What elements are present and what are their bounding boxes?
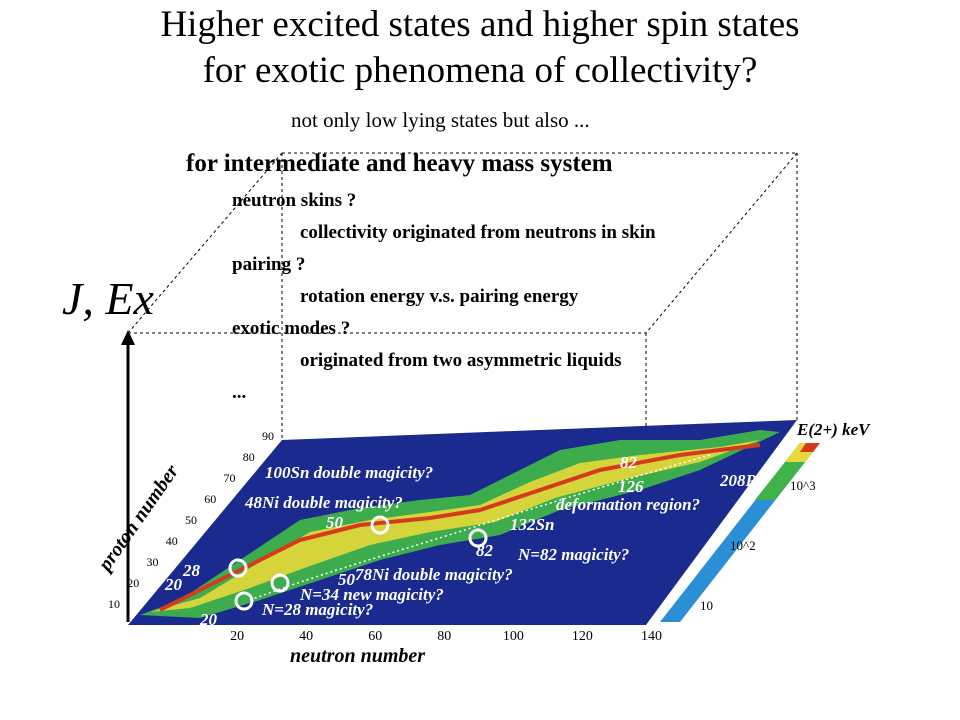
- y-tick-label: 20: [127, 576, 139, 590]
- item-neutron-skins: neutron skins ?: [232, 190, 357, 211]
- magic-82-top: 82: [620, 453, 638, 472]
- item-pairing: pairing ?: [232, 254, 306, 275]
- magic-82-mid: 82: [476, 541, 494, 560]
- annotation-n34: N=34 new magicity?: [299, 585, 444, 604]
- magic-50a: 50: [326, 513, 344, 532]
- vertical-axis-arrow: [121, 330, 135, 622]
- magic-50b: 50: [338, 570, 356, 589]
- j-ex-axis-label: J, Ex: [62, 273, 154, 324]
- colorbar-tick-label: 10: [700, 598, 713, 613]
- annotation-n82: N=82 magicity?: [517, 545, 629, 564]
- annotation-208pb: 208Pb: [719, 471, 764, 490]
- item-ellipsis: ...: [232, 382, 247, 403]
- colorbar-tick-label: 10^2: [730, 538, 756, 553]
- magic-126: 126: [618, 477, 644, 496]
- x-tick-label: 20: [230, 629, 244, 644]
- colorbar: [660, 443, 820, 622]
- annotation-100sn: 100Sn double magicity?: [265, 463, 433, 482]
- magic-28: 28: [182, 561, 201, 580]
- item-asymmetric-liquids: originated from two asymmetric liquids: [300, 350, 622, 371]
- x-tick-label: 100: [503, 629, 524, 644]
- annotation-132sn: 132Sn: [510, 515, 554, 534]
- magic-20b: 20: [199, 610, 218, 629]
- heatmap-annotations: 100Sn double magicity? 48Ni double magic…: [164, 453, 764, 629]
- y-tick-label: 80: [243, 450, 255, 464]
- slide-title: Higher excited states and higher spin st…: [0, 2, 960, 94]
- item-rotation-vs-pairing: rotation energy v.s. pairing energy: [300, 286, 579, 307]
- annotation-deformation: deformation region?: [556, 495, 700, 514]
- colorbar-tick-label: 10^3: [790, 478, 816, 493]
- y-tick-label: 40: [166, 534, 178, 548]
- item-skin-collectivity: collectivity originated from neutrons in…: [300, 222, 656, 243]
- y-tick-label: 10: [108, 597, 120, 611]
- y-tick-label: 90: [262, 429, 274, 443]
- y-axis-label: proton number: [93, 461, 183, 577]
- annotation-78ni: 78Ni double magicity?: [355, 565, 513, 584]
- y-tick-label: 70: [224, 471, 236, 485]
- x-tick-label: 60: [368, 629, 382, 644]
- x-tick-label: 40: [299, 629, 313, 644]
- title-line-1: Higher excited states and higher spin st…: [160, 4, 800, 45]
- magic-20a: 20: [164, 575, 183, 594]
- annotation-n28: N=28 magicity?: [261, 600, 373, 619]
- item-exotic-modes: exotic modes ?: [232, 318, 351, 339]
- x-tick-label: 80: [437, 629, 451, 644]
- title-line-2: for exotic phenomena of collectivity?: [202, 50, 758, 91]
- heatmap-plane: [128, 420, 797, 625]
- x-axis-label: neutron number: [290, 645, 425, 667]
- y-tick-label: 60: [204, 492, 216, 506]
- annotation-48ni: 48Ni double magicity?: [244, 493, 403, 512]
- y-tick-label: 50: [185, 513, 197, 527]
- colorbar-label: E(2+) keV: [796, 420, 871, 439]
- slide-subtitle: not only low lying states but also ...: [291, 108, 590, 132]
- x-tick-label: 120: [572, 629, 593, 644]
- x-tick-label: 140: [641, 629, 662, 644]
- section-heading: for intermediate and heavy mass system: [186, 150, 613, 177]
- y-tick-label: 30: [147, 555, 159, 569]
